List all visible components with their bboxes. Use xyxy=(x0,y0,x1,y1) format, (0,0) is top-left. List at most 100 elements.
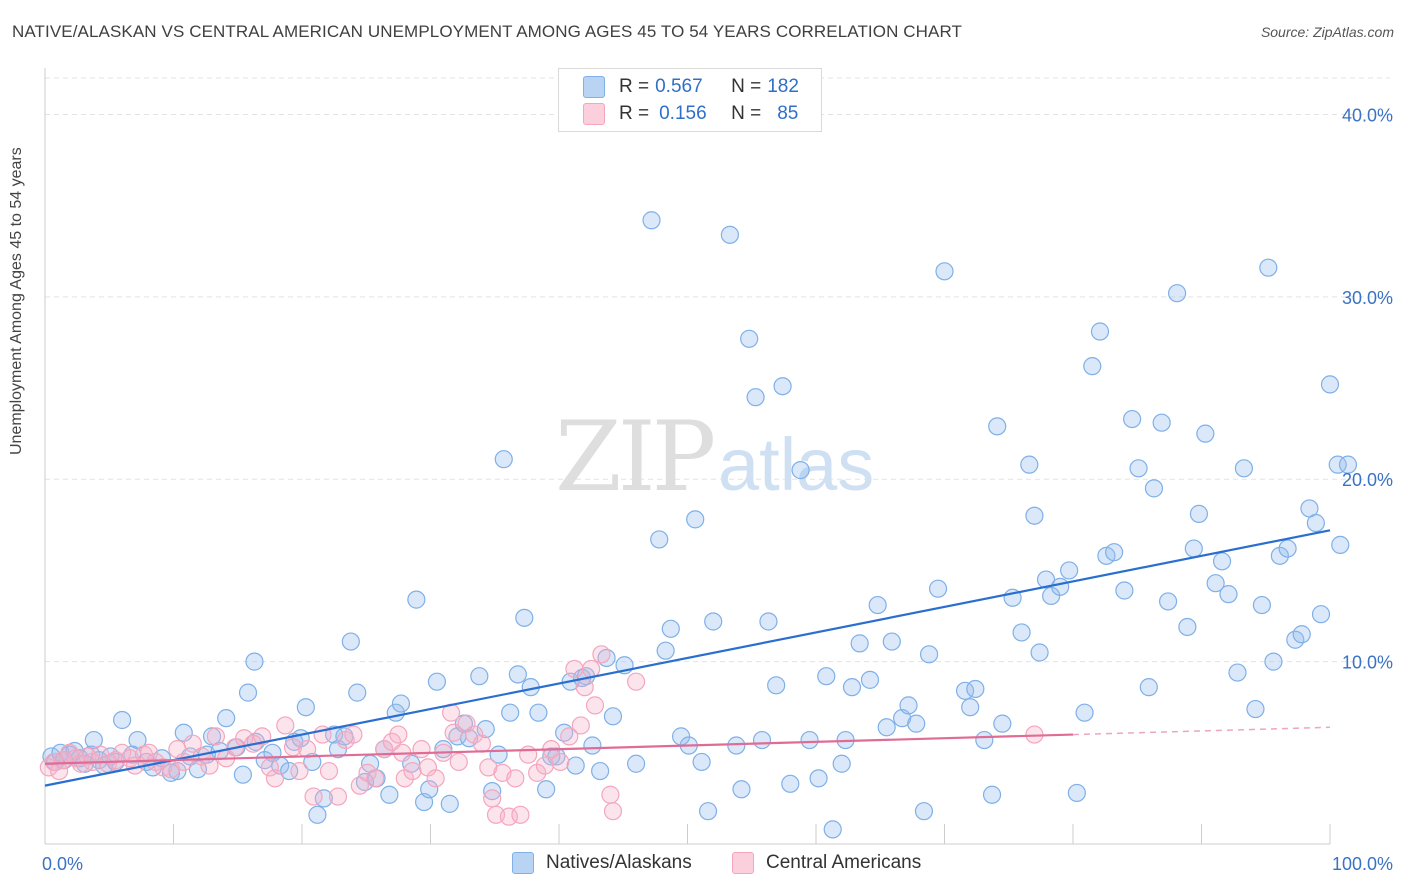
natives-point xyxy=(850,634,869,653)
natives-point xyxy=(280,761,299,781)
legend-swatch-central xyxy=(583,103,605,125)
natives-point xyxy=(928,579,948,598)
central-american-point xyxy=(265,769,285,788)
correlation-legend: R = 0.567 N = 182 R = 0.156 N = 85 xyxy=(558,68,822,132)
natives-point xyxy=(217,709,236,728)
natives-point xyxy=(427,672,447,691)
legend-r-label: R = xyxy=(619,76,650,97)
natives-point xyxy=(1306,513,1325,533)
natives-point xyxy=(759,612,778,631)
central-american-point xyxy=(403,761,422,781)
natives-point xyxy=(823,820,842,839)
natives-point xyxy=(1030,643,1049,662)
natives-point xyxy=(692,752,711,772)
natives-point xyxy=(1123,409,1142,429)
central-american-point xyxy=(44,752,64,772)
natives-point xyxy=(791,461,810,480)
natives-point xyxy=(1020,455,1039,474)
natives-point xyxy=(832,754,851,773)
natives-point xyxy=(296,698,315,717)
central-american-point xyxy=(319,761,339,781)
natives-point xyxy=(508,665,527,684)
natives-point xyxy=(1252,595,1271,615)
natives-point xyxy=(380,785,399,804)
natives-point xyxy=(1320,375,1340,394)
natives-point xyxy=(752,730,772,750)
central-american-point xyxy=(506,769,525,788)
central-american-point xyxy=(412,740,431,759)
natives-point xyxy=(529,703,548,722)
natives-point xyxy=(583,736,602,755)
x-tick-label: 100.0% xyxy=(1332,854,1393,874)
natives-point xyxy=(1196,424,1215,443)
natives-point xyxy=(1331,535,1350,554)
natives-point xyxy=(1228,663,1247,682)
natives-point xyxy=(1158,592,1178,611)
central-american-point xyxy=(298,740,317,759)
central-american-point xyxy=(260,758,279,777)
natives-point xyxy=(661,619,680,638)
natives-point xyxy=(1090,322,1110,341)
central-american-point xyxy=(528,763,547,782)
natives-trend-line xyxy=(44,529,1331,787)
natives-point xyxy=(515,608,534,627)
natives-point xyxy=(1292,625,1311,644)
central-american-point xyxy=(444,723,463,742)
legend-swatch-natives xyxy=(512,852,534,874)
central-american-trend-extension xyxy=(1072,726,1331,736)
legend-label-natives: Natives/Alaskans xyxy=(546,852,692,873)
natives-point xyxy=(746,388,765,407)
natives-point xyxy=(686,510,705,529)
natives-point xyxy=(642,211,661,230)
central-american-point xyxy=(328,787,348,806)
natives-point xyxy=(1105,543,1124,562)
natives-point xyxy=(919,645,939,664)
central-american-point xyxy=(585,696,605,715)
legend-r-label: R = xyxy=(619,103,650,124)
central-american-point xyxy=(592,645,611,664)
natives-point xyxy=(341,632,360,651)
natives-point xyxy=(1129,459,1148,478)
natives-point xyxy=(245,652,264,671)
legend-row-natives: R = 0.567 N = 182 xyxy=(583,75,799,99)
natives-point xyxy=(935,262,954,281)
central-american-point xyxy=(472,734,491,753)
natives-point xyxy=(877,718,896,737)
natives-point xyxy=(914,802,934,821)
natives-point xyxy=(982,785,1002,804)
natives-point xyxy=(483,782,502,801)
central-american-point xyxy=(565,659,584,679)
natives-point xyxy=(1060,561,1079,580)
central-american-point xyxy=(465,725,484,744)
y-tick-label: 40.0% xyxy=(1342,105,1393,125)
natives-point xyxy=(1311,605,1331,624)
central-american-point xyxy=(290,761,309,781)
natives-point xyxy=(407,590,426,609)
legend-n-label: N = xyxy=(731,103,762,124)
natives-point xyxy=(238,683,258,702)
central-american-point xyxy=(603,802,623,821)
natives-point xyxy=(732,780,751,799)
grid-lines xyxy=(45,77,1390,663)
natives-point xyxy=(1259,258,1278,277)
natives-point xyxy=(882,632,901,651)
natives-point xyxy=(470,667,489,686)
central-american-point xyxy=(571,716,590,735)
natives-point xyxy=(704,612,723,631)
natives-point xyxy=(868,595,887,615)
watermark-atlas: atlas xyxy=(718,423,874,506)
central-american-point xyxy=(200,756,219,775)
natives-point xyxy=(907,714,926,733)
natives-point xyxy=(233,765,252,784)
central-american-point xyxy=(575,678,594,697)
natives-point xyxy=(1206,574,1225,593)
natives-point xyxy=(1083,357,1102,376)
watermark-zip: ZIP xyxy=(555,401,714,513)
central-american-trend-line xyxy=(44,733,1074,765)
natives-point xyxy=(1036,570,1056,589)
natives-point xyxy=(168,761,187,781)
natives-point xyxy=(961,698,980,717)
natives-point xyxy=(1075,703,1094,722)
central-american-point xyxy=(483,789,502,808)
